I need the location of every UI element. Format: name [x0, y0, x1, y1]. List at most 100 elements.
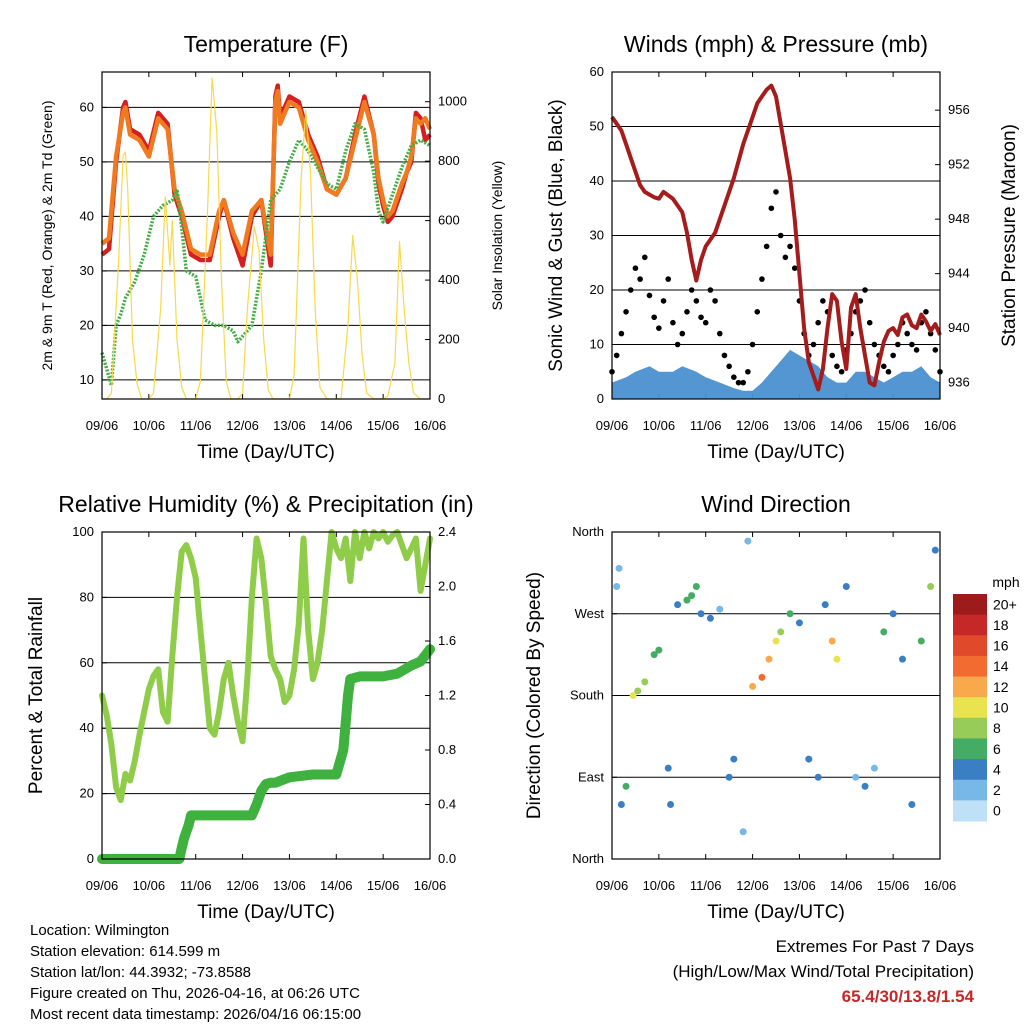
direction-point	[805, 755, 813, 763]
colorbar-swatch	[953, 717, 987, 739]
station-elevation: Station elevation: 614.599 m	[30, 943, 221, 960]
x-tick-label: 12/06	[226, 418, 259, 433]
direction-point	[674, 601, 682, 609]
gust-point	[866, 319, 873, 326]
y-axis-label: Sonic Wind & Gust (Blue, Black)	[546, 99, 567, 371]
colorbar-swatch	[953, 779, 987, 801]
direction-point	[833, 655, 841, 663]
direction-point	[765, 655, 773, 663]
chart-winds: Winds (mph) & Pressure (mb) Time (Day/UTC…	[546, 31, 1020, 463]
series-9m-t	[100, 88, 433, 257]
y-axis-label: Direction (Colored By Speed)	[524, 572, 545, 819]
gust-point	[777, 232, 784, 239]
colorbar-label: 14	[993, 658, 1009, 674]
y-tick-label: 40	[80, 208, 94, 223]
x-axis-label: Time (Day/UTC)	[197, 902, 335, 923]
x-tick-label: 15/06	[367, 878, 400, 893]
direction-point	[667, 801, 675, 808]
speed-colorbar: mph 20+ 18 16 14 12 10 8 6 4 2 0	[953, 574, 1020, 822]
direction-point	[749, 682, 757, 690]
colorbar-title: mph	[992, 574, 1019, 590]
y-right-tick-label: 1000	[438, 94, 467, 109]
direction-point	[730, 755, 738, 763]
direction-point	[641, 678, 649, 686]
direction-point	[716, 605, 724, 613]
x-tick-label: 14/06	[320, 418, 353, 433]
series-total-precipitation	[97, 644, 435, 864]
direction-point	[615, 564, 623, 572]
colorbar-swatch	[953, 697, 987, 719]
gust-point	[651, 314, 657, 321]
y-axis-right-label: Solar Insolation (Yellow)	[489, 161, 505, 311]
x-tick-label: 15/06	[367, 418, 400, 433]
y-tick-label: South	[570, 688, 604, 703]
chart-temperature: Temperature (F) Time (Day/UTC) 09/06 10/06 1…	[39, 31, 505, 463]
x-tick-label: 12/06	[736, 878, 769, 893]
gust-point	[670, 319, 676, 326]
gust-point	[754, 309, 761, 315]
y-tick-label: 30	[590, 228, 604, 243]
extremes-subtitle: (High/Low/Max Wind/Total Precipitation)	[672, 962, 974, 981]
chart-title: Temperature (F)	[184, 31, 349, 57]
latest-timestamp: Most recent data timestamp: 2026/04/16 0…	[30, 1006, 362, 1023]
y-tick-label: 20	[590, 282, 604, 297]
x-tick-label: 09/06	[86, 418, 119, 433]
gust-point	[627, 287, 634, 293]
y-tick-label: 60	[80, 99, 94, 114]
gust-point	[618, 330, 625, 337]
gust-point	[712, 298, 718, 304]
gust-point	[674, 341, 681, 348]
figure-created: Figure created on Thu, 2026-04-16, at 06…	[30, 985, 360, 1002]
direction-point	[629, 692, 637, 699]
x-tick-label: 11/06	[180, 878, 212, 893]
direction-point	[917, 637, 925, 645]
y-tick-label: 10	[590, 337, 604, 352]
y-tick-label: 20	[80, 786, 94, 801]
direction-point	[889, 610, 897, 618]
station-info: Location: Wilmington Station elevation: …	[30, 920, 361, 1025]
direction-points	[613, 537, 939, 836]
gust-point	[890, 352, 896, 359]
gust-point	[782, 254, 789, 261]
gust-point	[642, 254, 648, 261]
gust-point	[815, 319, 821, 326]
direction-point	[692, 583, 700, 590]
gust-point	[656, 325, 662, 331]
x-tick-label: 14/06	[830, 878, 863, 893]
gust-point	[763, 243, 770, 250]
x-tick-label: 09/06	[596, 878, 629, 893]
y-tick-label: 80	[80, 589, 94, 604]
y-right-tick-label: 940	[948, 320, 970, 335]
y-right-tick-label: 400	[438, 272, 460, 287]
gust-point	[637, 276, 643, 282]
chart-humidity: Relative Humidity (%) & Precipitation (i…	[26, 491, 474, 923]
gust-point	[707, 287, 714, 293]
x-tick-label: 14/06	[320, 878, 353, 893]
y-tick-label: 20	[80, 317, 94, 332]
x-tick-label: 10/06	[643, 878, 676, 893]
y-right-tick-label: 0	[438, 391, 445, 406]
gust-point	[909, 341, 915, 348]
x-tick-label: 11/06	[180, 418, 212, 433]
x-tick-label: 15/06	[877, 878, 910, 893]
x-tick-label: 16/06	[414, 418, 447, 433]
gust-point	[932, 347, 939, 353]
direction-point	[786, 610, 794, 618]
direction-point	[725, 773, 733, 781]
y-tick-label: 0	[597, 391, 604, 406]
y-tick-label: 10	[80, 372, 94, 387]
colorbar-swatch	[953, 614, 987, 636]
gust-point	[829, 352, 836, 359]
extremes-values: 65.4/30/13.8/1.54	[841, 987, 974, 1006]
x-axis-label: Time (Day/UTC)	[707, 902, 845, 923]
x-tick-label: 12/06	[226, 878, 259, 893]
x-tick-label: 10/06	[643, 418, 676, 433]
x-tick-label: 10/06	[133, 878, 166, 893]
gust-point	[871, 341, 878, 348]
colorbar-label: 18	[993, 617, 1009, 633]
gust-point	[702, 319, 709, 326]
direction-point	[927, 583, 935, 590]
x-axis-label: Time (Day/UTC)	[707, 442, 845, 463]
x-axis-label: Time (Day/UTC)	[197, 442, 335, 463]
